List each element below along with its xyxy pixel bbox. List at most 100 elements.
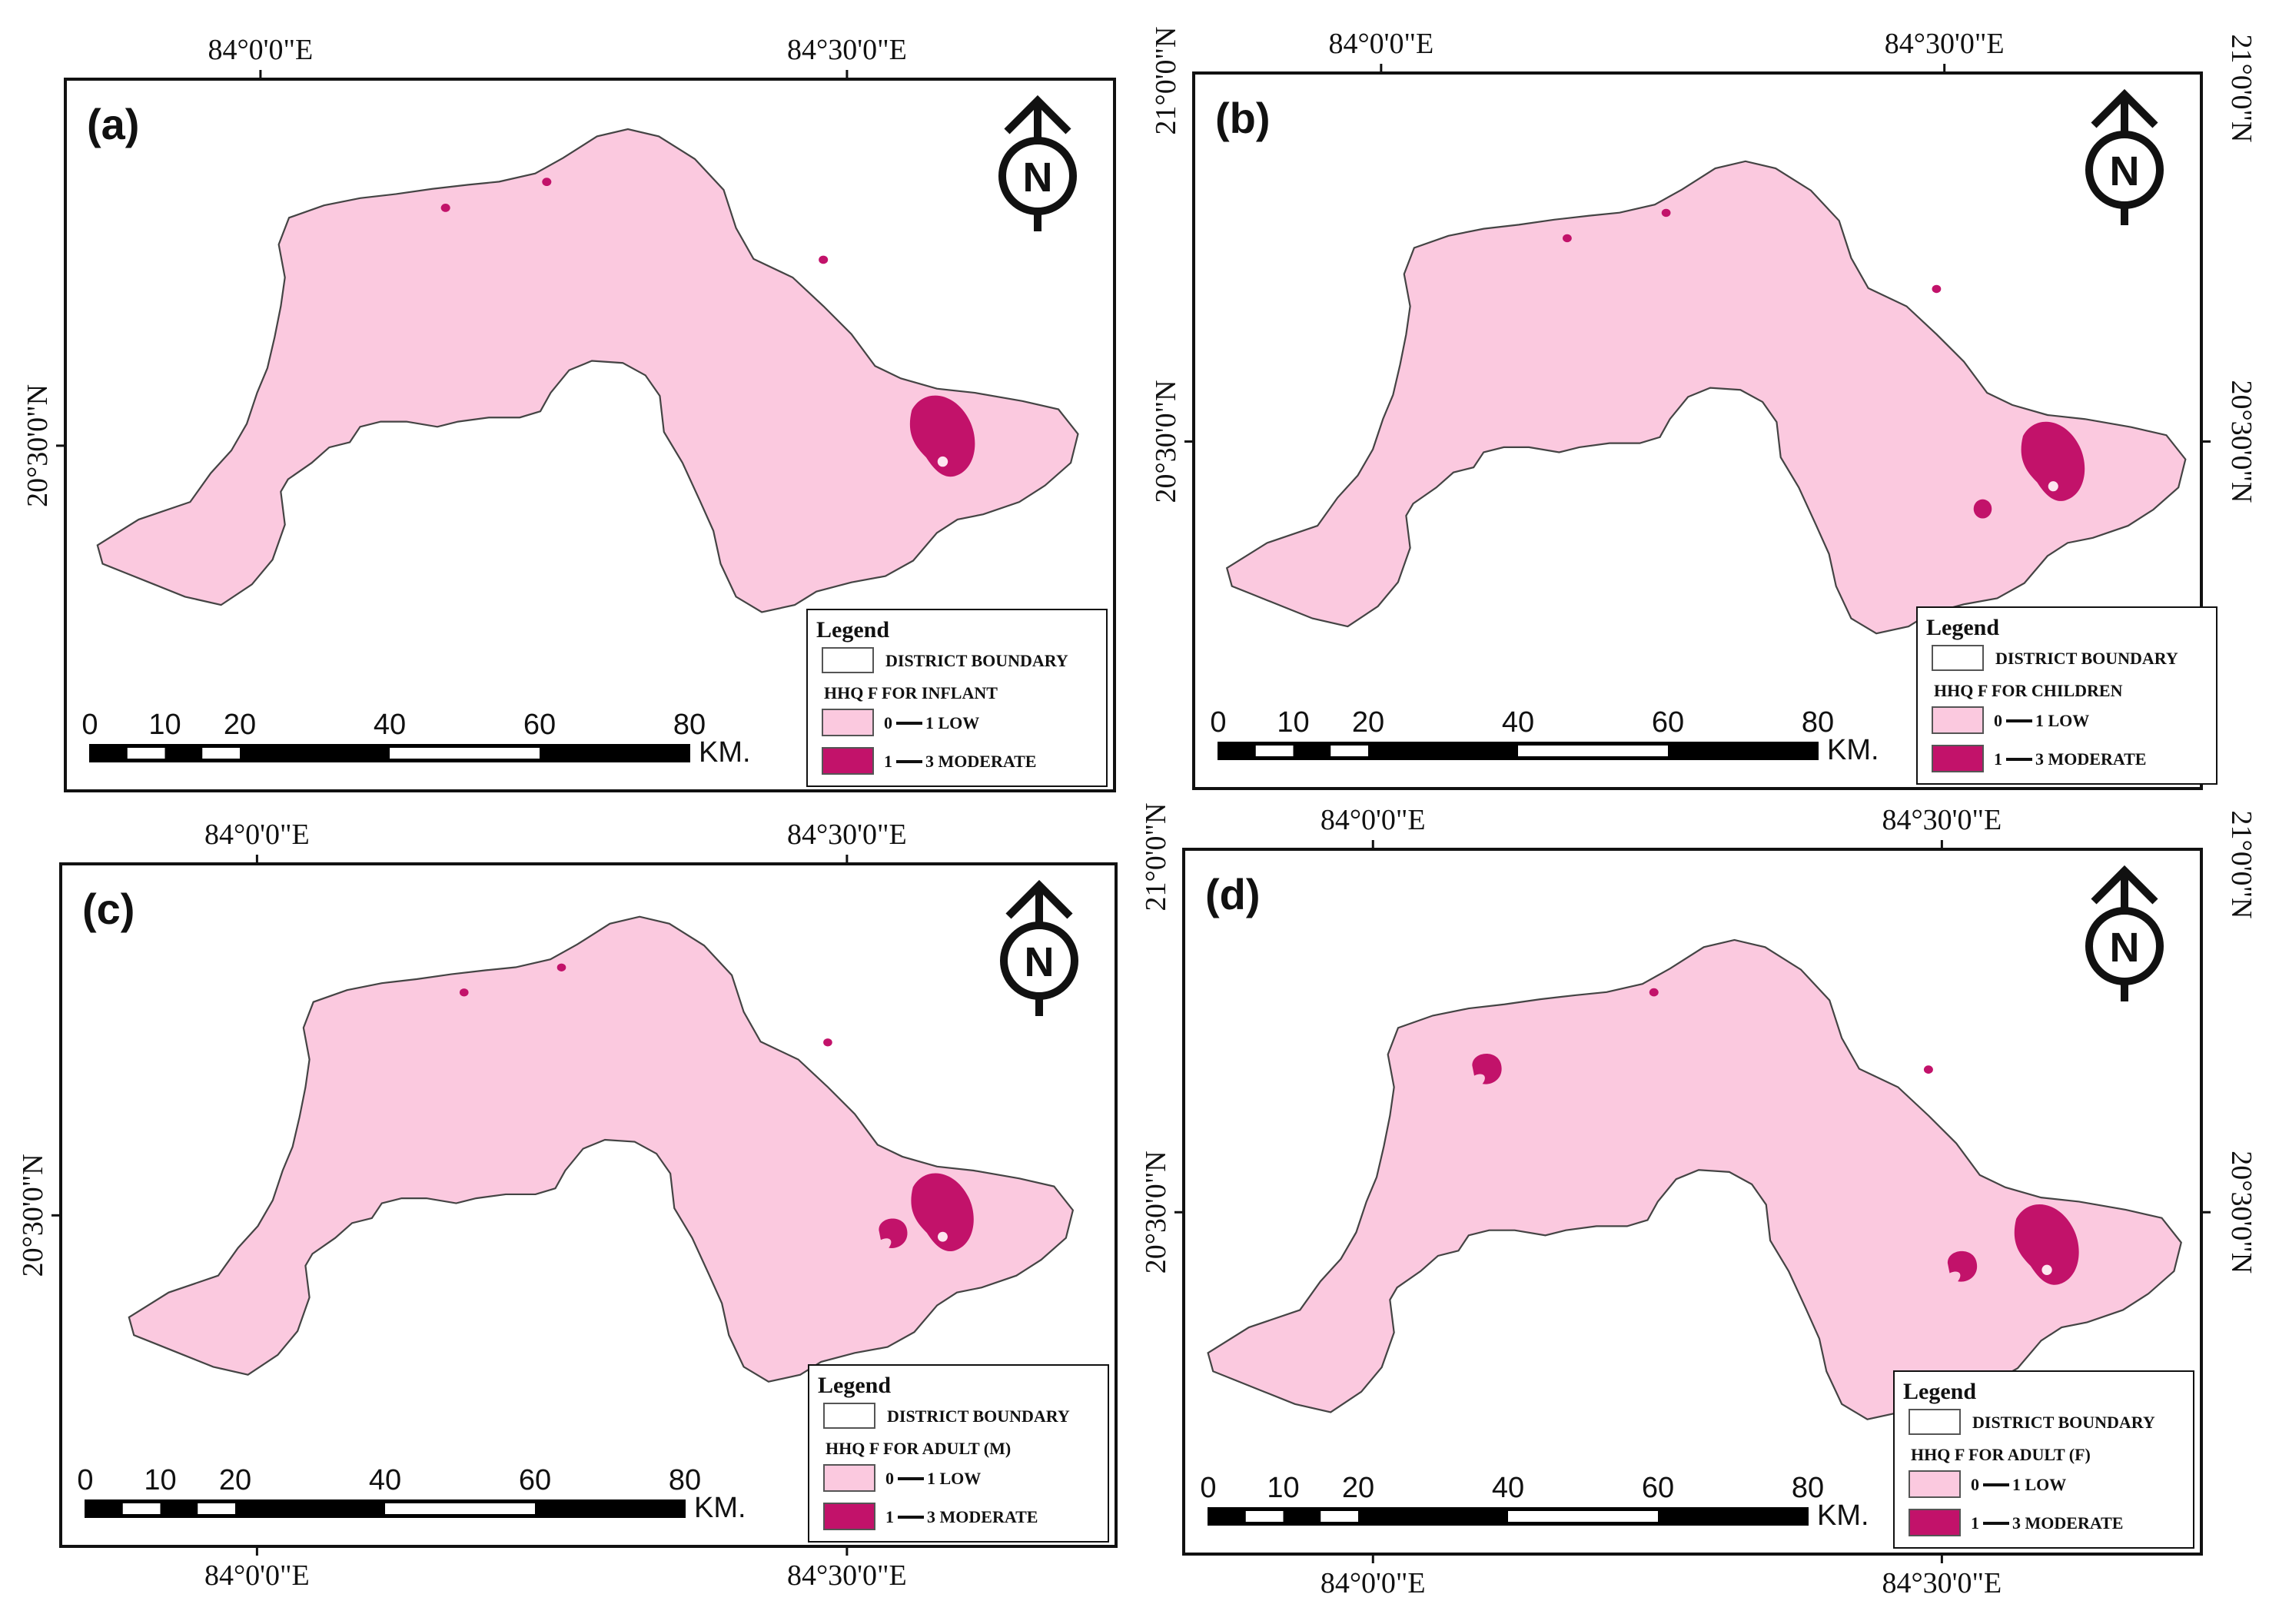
longitude-label-bottom: 84°30'0"E — [1882, 1567, 2002, 1599]
legend-moderate-label: 3 MODERATE — [925, 752, 1036, 771]
legend-boundary-label: DISTRICT BOUNDARY — [1995, 649, 2178, 668]
scale-label: 20 — [1352, 706, 1384, 739]
scale-label: 0 — [77, 1464, 93, 1496]
moderate-zone-dot — [823, 1038, 832, 1047]
latitude-label-right-top: 21°0'0"N — [2225, 35, 2257, 143]
latitude-label-left: 20°30'0"N — [1140, 1151, 1172, 1274]
latitude-label-right: 20°30'0"N — [2225, 380, 2257, 503]
district-boundary-swatch — [822, 647, 874, 673]
legend-boundary-label: DISTRICT BOUNDARY — [885, 651, 1068, 670]
low-enclave — [937, 1231, 948, 1242]
legend: Legend DISTRICT BOUNDARY HHQ F FOR ADULT (… — [1893, 1370, 2194, 1549]
map-panel-c: 84°0'0"E 84°0'0"E 84°30'0"E 84°30'0"E 20°30'… — [17, 819, 1118, 1592]
scale-label: 10 — [1267, 1472, 1299, 1504]
scale-bar-segment — [390, 748, 540, 759]
low-swatch — [823, 1464, 875, 1492]
longitude-label-bottom: 84°0'0"E — [204, 1559, 310, 1592]
legend-low-label: 1 LOW — [927, 1469, 981, 1488]
scale-unit: KM. — [1817, 1499, 1869, 1532]
longitude-label-top: 84°0'0"E — [1328, 28, 1433, 60]
north-arrow-ring — [2085, 131, 2164, 209]
district-boundary-swatch — [1932, 645, 1984, 671]
north-letter: N — [2110, 925, 2140, 971]
legend-moderate-prefix: 1 — [884, 752, 892, 771]
legend-heading: HHQ F FOR ADULT (M) — [826, 1439, 1011, 1458]
scale-label: 80 — [1792, 1472, 1824, 1504]
legend-title: Legend — [818, 1373, 891, 1398]
moderate-zone-dot — [556, 963, 566, 971]
moderate-zone-dot — [1661, 208, 1671, 218]
moderate-zone-dot — [542, 178, 552, 187]
moderate-zone-large — [909, 395, 975, 477]
scale-bar-segment — [127, 748, 165, 759]
low-swatch — [1932, 706, 1984, 734]
latitude-label-left: 20°30'0"N — [22, 384, 54, 507]
north-arrow-icon: N — [2085, 865, 2164, 1001]
moderate-zone-patch — [879, 1218, 908, 1248]
legend-moderate-prefix: 1 — [885, 1507, 894, 1526]
scale-label: 80 — [669, 1464, 701, 1496]
low-enclave — [2041, 1264, 2052, 1275]
district-map — [128, 915, 1074, 1383]
scale-bar-segment — [1331, 746, 1368, 756]
legend-low-label: 1 LOW — [2035, 711, 2089, 730]
scale-label: 40 — [1492, 1472, 1524, 1504]
moderate-zone-dot — [459, 988, 469, 997]
north-arrow-ring — [998, 137, 1077, 215]
north-letter: N — [1025, 939, 1055, 985]
moderate-zone-large — [2014, 1204, 2079, 1285]
north-arrow-ring — [1000, 922, 1078, 1000]
panel-label: (a) — [87, 100, 139, 148]
legend-moderate-label: 3 MODERATE — [2035, 749, 2146, 769]
north-arrow-icon: N — [2085, 88, 2164, 225]
scale-bar-segment — [202, 748, 240, 759]
legend-low-prefix: 0 — [1994, 711, 2002, 730]
moderate-zone-dot — [1563, 234, 1572, 243]
longitude-label-top: 84°0'0"E — [204, 819, 310, 851]
moderate-swatch — [1932, 745, 1984, 772]
latitude-label-right: 20°30'0"N — [2225, 1151, 2257, 1274]
latitude-label-right-top: 21°0'0"N — [2225, 811, 2257, 919]
district-map — [96, 128, 1079, 613]
legend-low-prefix: 0 — [885, 1469, 894, 1488]
moderate-zone-patch — [1973, 499, 1992, 519]
moderate-zone-large — [911, 1173, 974, 1252]
legend: Legend DISTRICT BOUNDARY HHQ F FOR CHILDRE… — [1916, 606, 2218, 785]
district-map — [1226, 160, 2187, 635]
scale-bar-segment — [1255, 746, 1294, 756]
north-arrow-ring — [2085, 907, 2164, 985]
legend-moderate-label: 3 MODERATE — [2012, 1513, 2123, 1533]
longitude-label-bottom: 84°30'0"E — [787, 1559, 907, 1592]
scale-label: 80 — [1802, 706, 1834, 739]
scale-label: 40 — [374, 709, 406, 741]
moderate-zone-dot — [1923, 1065, 1933, 1074]
scale-label: 0 — [1210, 706, 1226, 739]
legend-low-prefix: 0 — [1971, 1475, 1979, 1494]
legend-heading: HHQ F FOR CHILDREN — [1934, 681, 2123, 700]
legend-title: Legend — [1903, 1379, 1976, 1404]
map-panel-a: 84°0'0"E 84°30'0"E20°30'0"N(a)N0 10 20 40 60 8… — [22, 34, 1116, 792]
legend-low-label: 1 LOW — [2012, 1475, 2066, 1494]
panel-label: (b) — [1215, 94, 1271, 142]
scale-label: 0 — [1200, 1472, 1216, 1504]
scale-bar-segment — [385, 1503, 535, 1514]
scale-label: 20 — [219, 1464, 251, 1496]
scale-label: 10 — [148, 709, 181, 741]
scale-label: 10 — [1277, 706, 1309, 739]
latitude-label-left: 20°30'0"N — [1150, 380, 1182, 503]
legend-heading: HHQ F FOR ADULT (F) — [1911, 1445, 2091, 1464]
legend-low-prefix: 0 — [884, 713, 892, 732]
low-enclave — [2048, 481, 2058, 492]
latitude-label-left-top: 21°0'0"N — [1140, 803, 1172, 912]
latitude-label-left-top: 21°0'0"N — [1150, 27, 1182, 135]
legend-boundary-label: DISTRICT BOUNDARY — [1972, 1413, 2155, 1432]
low-enclave — [937, 456, 948, 467]
scale-bar-segment — [198, 1503, 235, 1514]
north-arrow-icon: N — [998, 95, 1077, 231]
legend-moderate-label: 3 MODERATE — [927, 1507, 1038, 1526]
legend-heading: HHQ F FOR INFLANT — [824, 683, 998, 702]
